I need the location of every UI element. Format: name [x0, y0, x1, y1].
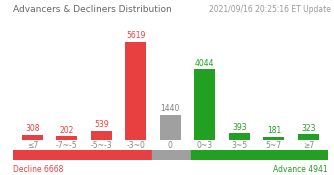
- Bar: [56, 136, 77, 140]
- Text: 539: 539: [94, 120, 109, 129]
- Text: Advance 4941: Advance 4941: [273, 165, 327, 174]
- Bar: [194, 69, 215, 140]
- Bar: [91, 131, 112, 140]
- Text: 1440: 1440: [161, 104, 180, 113]
- Text: 4044: 4044: [195, 59, 214, 68]
- Text: 5619: 5619: [126, 31, 146, 40]
- Text: 323: 323: [301, 124, 316, 133]
- Text: 393: 393: [232, 123, 246, 132]
- Text: 181: 181: [267, 126, 281, 135]
- Text: Advancers & Decliners Distribution: Advancers & Decliners Distribution: [13, 5, 172, 14]
- Text: 202: 202: [60, 126, 74, 135]
- Bar: [264, 137, 284, 140]
- Bar: [229, 133, 250, 140]
- Bar: [160, 115, 181, 140]
- Text: 2021/09/16 20:25:16 ET Update: 2021/09/16 20:25:16 ET Update: [209, 5, 331, 14]
- Text: Decline 6668: Decline 6668: [13, 165, 64, 174]
- Bar: [298, 134, 319, 140]
- Bar: [22, 135, 43, 140]
- Text: 308: 308: [25, 124, 40, 133]
- Bar: [126, 42, 146, 140]
